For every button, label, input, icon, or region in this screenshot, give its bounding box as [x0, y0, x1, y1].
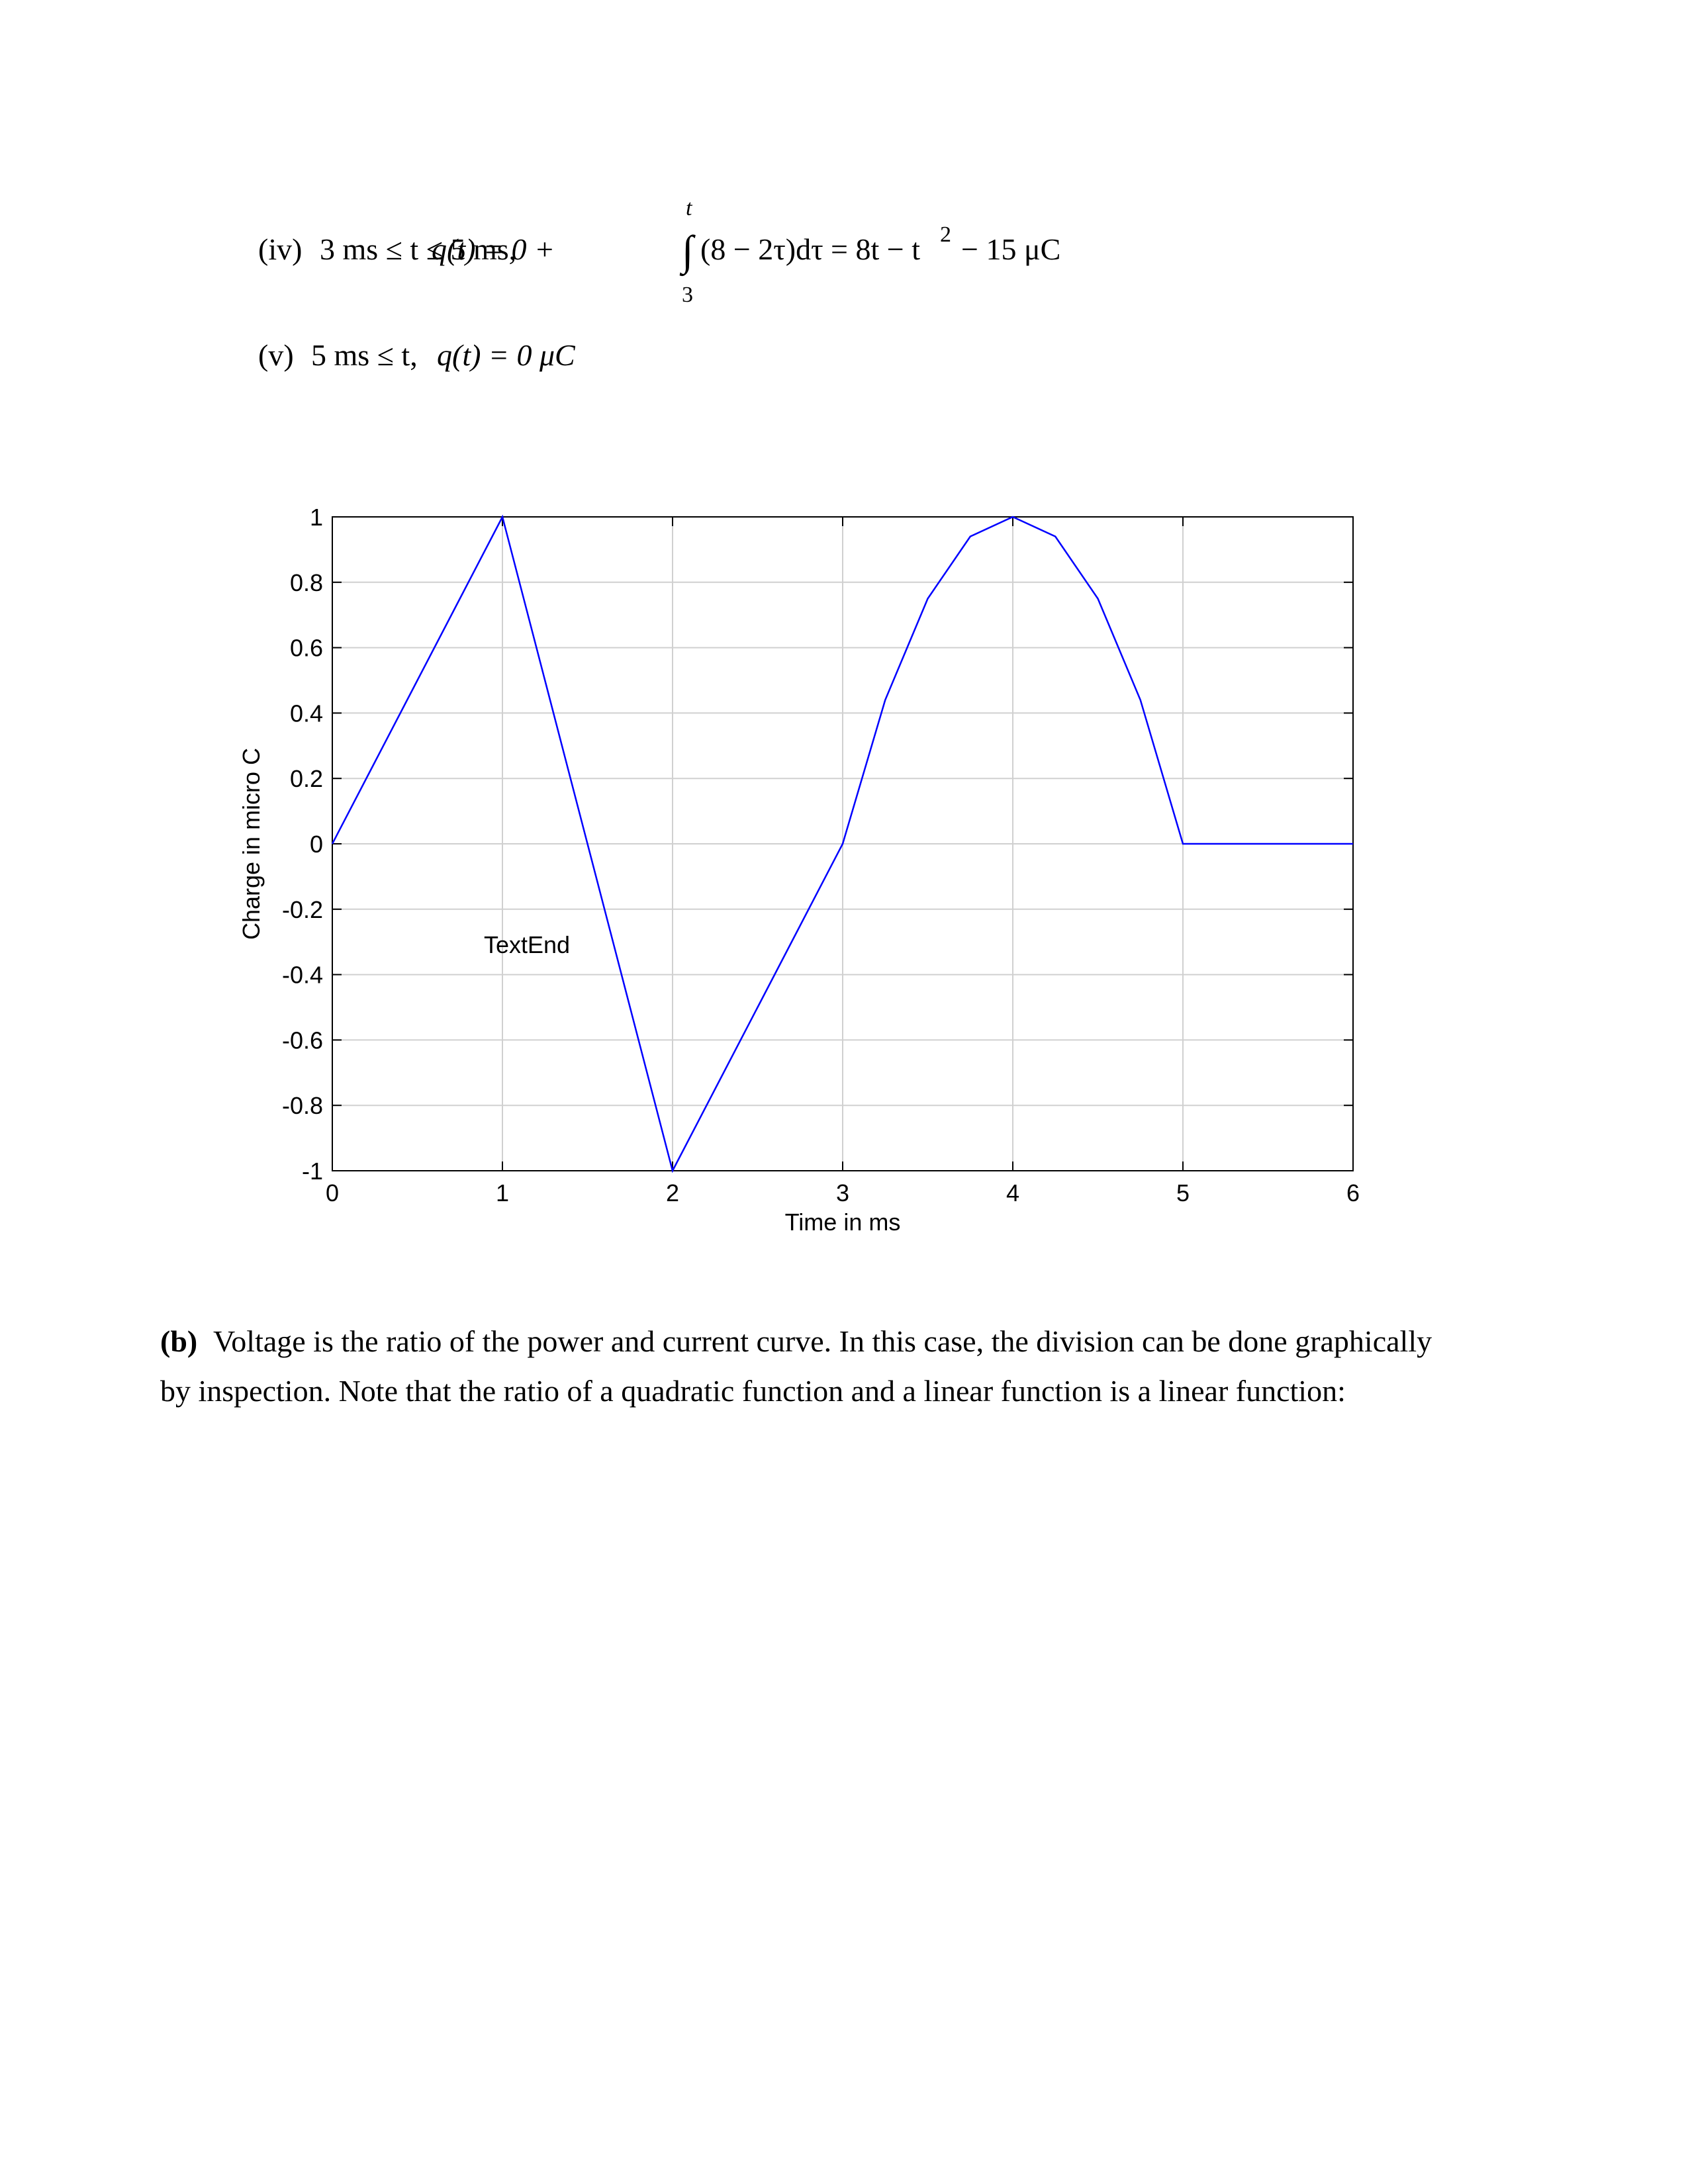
x-axis-label: Time in ms — [785, 1208, 901, 1236]
y-tick-label: 0 — [310, 831, 323, 858]
eq-condition: 3 ms ≤ t ≤ 5 ms, — [320, 232, 516, 266]
x-tick-label: 3 — [836, 1179, 849, 1206]
y-tick-label: -0.2 — [282, 896, 323, 923]
equation-iv: (iv) 3 ms ≤ t ≤ 5 ms, q(t) = 0 + ∫ t 3 (… — [258, 196, 1060, 307]
data-line — [331, 514, 1353, 1173]
y-tick-label: -0.6 — [282, 1026, 323, 1054]
chart: -1 -0.8 -0.6 -0.4 -0.2 0 0.2 0.4 0.6 0.8 1 0 1 2 3 4 5 6 T… — [238, 504, 1360, 1236]
x-tick-label: 5 — [1176, 1179, 1190, 1206]
y-tick-label: -0.4 — [282, 962, 323, 989]
eq-lower: 3 — [682, 283, 693, 307]
eq-integrand: (8 − 2τ)dτ = 8t − t — [700, 232, 920, 266]
paragraph: (b) Voltage is the ratio of the power an… — [160, 1324, 1432, 1408]
eq-lhs: q(t) = 0 + — [432, 232, 555, 266]
y-tick-label: -1 — [302, 1158, 323, 1185]
y-tick-label: -0.8 — [282, 1092, 323, 1119]
paragraph-label: (b) — [160, 1324, 197, 1358]
y-axis-label: Charge in micro C — [238, 748, 265, 940]
eq-integral: ∫ — [679, 227, 696, 277]
y-tick-label: 0.2 — [290, 765, 323, 792]
y-tick-label: 0.8 — [290, 569, 323, 596]
eq-condition: 5 ms ≤ t, — [311, 338, 418, 372]
x-tick-label: 2 — [666, 1179, 679, 1206]
eq-label: (v) — [258, 338, 294, 372]
paragraph-line: by inspection. Note that the ratio of a … — [160, 1374, 1346, 1408]
eq-lhs: q(t) = 0 μC — [437, 338, 576, 372]
x-tick-label: 6 — [1346, 1179, 1360, 1206]
x-tick-label: 1 — [496, 1179, 509, 1206]
equation-v: (v) 5 ms ≤ t, q(t) = 0 μC — [258, 338, 576, 372]
x-tick-label: 0 — [326, 1179, 339, 1206]
eq-label: (iv) — [258, 232, 302, 266]
y-tick-label: 1 — [310, 504, 323, 531]
paragraph-line: Voltage is the ratio of the power and cu… — [213, 1324, 1432, 1358]
eq-rest: − 15 μC — [961, 232, 1060, 266]
y-tick-label: 0.4 — [290, 700, 323, 727]
x-tick-label: 4 — [1006, 1179, 1019, 1206]
annotation: TextEnd — [484, 931, 570, 958]
eq-exponent: 2 — [940, 222, 951, 247]
eq-upper: t — [686, 196, 693, 220]
y-tick-label: 0.6 — [290, 635, 323, 662]
